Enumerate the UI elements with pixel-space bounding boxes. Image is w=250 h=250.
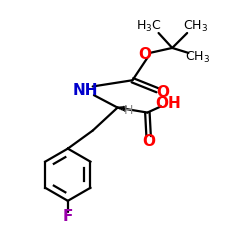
Text: H: H: [124, 104, 134, 117]
Text: H$_3$C: H$_3$C: [136, 19, 162, 34]
Text: CH$_3$: CH$_3$: [184, 50, 210, 66]
Text: F: F: [63, 210, 73, 224]
Text: O: O: [138, 48, 151, 62]
Text: NH: NH: [72, 83, 98, 98]
Text: OH: OH: [156, 96, 182, 111]
Text: O: O: [142, 134, 155, 149]
Text: CH$_3$: CH$_3$: [183, 19, 208, 34]
Text: O: O: [156, 85, 169, 100]
